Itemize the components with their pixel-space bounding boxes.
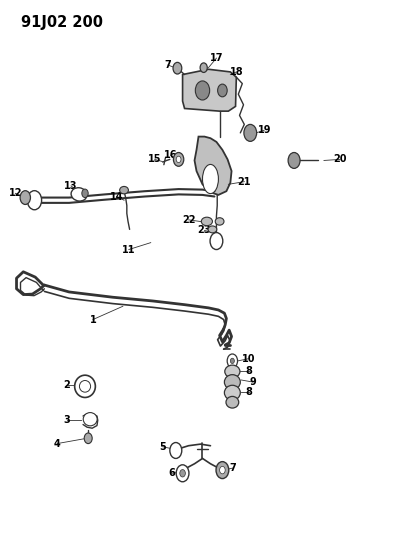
Polygon shape [194, 136, 231, 195]
Text: 21: 21 [237, 176, 251, 187]
Text: 2: 2 [64, 380, 71, 390]
Text: 9: 9 [250, 377, 257, 387]
Circle shape [180, 470, 185, 477]
Ellipse shape [79, 381, 91, 392]
Circle shape [170, 442, 182, 458]
Polygon shape [182, 69, 236, 111]
Text: 6: 6 [168, 469, 175, 478]
Text: 17: 17 [210, 53, 223, 63]
Circle shape [195, 81, 210, 100]
Text: 23: 23 [198, 225, 211, 236]
Text: 91J02 200: 91J02 200 [21, 14, 103, 30]
Text: 20: 20 [333, 155, 346, 164]
Text: 16: 16 [164, 150, 177, 160]
Text: 19: 19 [257, 125, 271, 135]
Text: 7: 7 [230, 463, 237, 473]
Text: 12: 12 [8, 188, 22, 198]
Text: 7: 7 [164, 60, 171, 70]
Circle shape [216, 462, 229, 479]
Circle shape [84, 433, 92, 443]
Text: 11: 11 [122, 245, 136, 255]
Circle shape [173, 152, 184, 166]
Text: 14: 14 [110, 191, 124, 201]
Ellipse shape [203, 165, 219, 193]
Text: 3: 3 [64, 415, 71, 425]
Circle shape [176, 465, 189, 482]
Circle shape [27, 191, 42, 210]
Text: 10: 10 [241, 354, 255, 364]
Text: 22: 22 [182, 215, 195, 225]
Circle shape [82, 189, 88, 198]
Circle shape [288, 152, 300, 168]
Circle shape [20, 191, 30, 205]
Ellipse shape [208, 226, 217, 233]
Ellipse shape [83, 413, 97, 426]
Text: 4: 4 [54, 439, 61, 449]
Ellipse shape [201, 217, 213, 225]
Circle shape [230, 358, 234, 364]
Circle shape [200, 63, 207, 72]
Circle shape [210, 232, 223, 249]
Circle shape [173, 62, 182, 74]
Text: 5: 5 [159, 442, 166, 452]
Circle shape [244, 124, 257, 141]
Ellipse shape [226, 397, 239, 408]
Circle shape [176, 156, 181, 163]
Text: 13: 13 [64, 181, 78, 191]
Ellipse shape [225, 385, 240, 400]
Ellipse shape [225, 365, 240, 378]
Text: 8: 8 [246, 386, 253, 397]
Text: 15: 15 [148, 155, 162, 164]
Ellipse shape [215, 217, 224, 225]
Ellipse shape [71, 188, 87, 201]
Ellipse shape [119, 187, 128, 194]
Text: 8: 8 [246, 367, 253, 376]
Circle shape [227, 354, 237, 368]
Text: 1: 1 [89, 314, 96, 325]
Ellipse shape [75, 375, 95, 398]
Text: 18: 18 [229, 67, 243, 77]
Ellipse shape [225, 375, 240, 390]
Circle shape [220, 466, 225, 474]
Circle shape [218, 84, 227, 97]
